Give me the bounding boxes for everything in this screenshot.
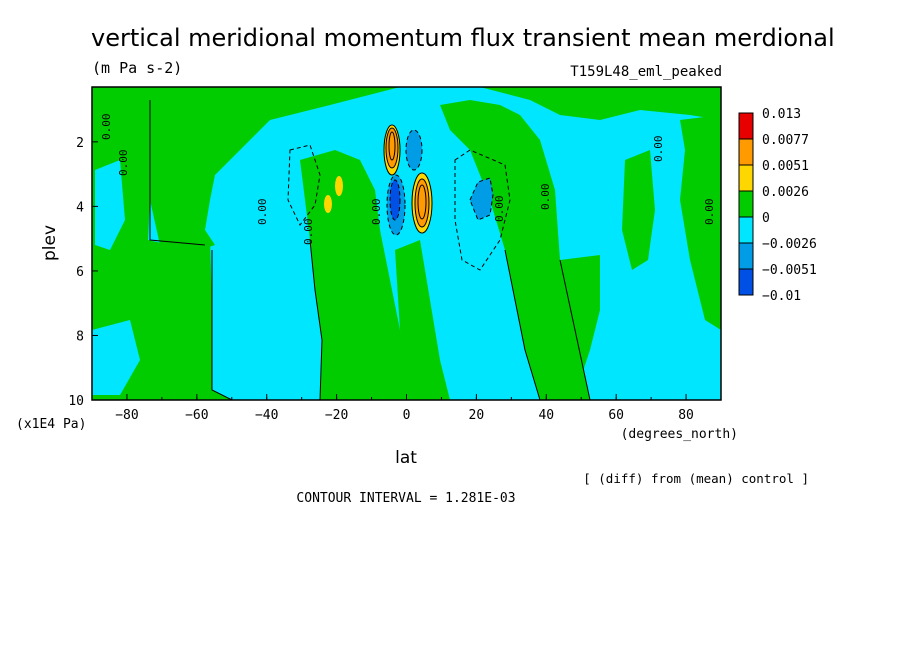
x-axis-label: lat [395, 448, 417, 468]
contour-pos-south-2 [385, 127, 399, 169]
legend-label: 0.0077 [762, 133, 809, 148]
contour-lines [149, 100, 591, 400]
contour-fills [92, 87, 721, 400]
green-region-north-top [480, 87, 721, 120]
x-tick-label: 20 [469, 408, 485, 423]
y-tick-label: 8 [76, 329, 84, 344]
green-region-far-north [680, 115, 721, 330]
contour-pos-north-3 [417, 184, 427, 220]
x-axis-units: (degrees_north) [621, 427, 738, 442]
x-tick-label: −40 [255, 408, 278, 423]
zero-label: 0.00 [370, 199, 383, 226]
diff-note: [ (diff) from (mean) control ] [583, 471, 809, 486]
zero-label: 0.00 [652, 136, 665, 163]
x-tick-label: −80 [115, 408, 138, 423]
darkblue-region-equator [390, 180, 400, 220]
cyan-patch-south-low [92, 320, 140, 395]
x-tick-label: −60 [185, 408, 208, 423]
contour-neg-equator-1 [386, 174, 406, 236]
contour-zero-southern-tropics [309, 239, 323, 400]
zero-label: 0.00 [100, 114, 113, 141]
green-region-northern-tropics [440, 100, 590, 400]
contour-pos-south-3 [388, 131, 396, 161]
y-axis: 2 4 6 8 10 [68, 136, 98, 409]
contour-neg-broad-north [454, 149, 511, 271]
legend-swatch [738, 216, 754, 244]
x-tick-label: 0 [403, 408, 411, 423]
contour-pos-south-1 [383, 124, 401, 176]
x-tick-label: 60 [608, 408, 624, 423]
contour-neg-equator-2 [389, 179, 401, 221]
blue-region-north-subtropics [470, 178, 493, 220]
zero-label: 0.00 [302, 219, 315, 246]
legend-swatch [738, 242, 754, 270]
contour-pos-north-1 [411, 172, 433, 234]
y-tick-label: 2 [76, 136, 84, 151]
legend-label: 0.013 [762, 107, 801, 122]
contour-zero-north [559, 259, 591, 400]
x-tick-label: 40 [538, 408, 554, 423]
color-legend: 0.013 0.0077 0.0051 0.0026 0 −0.0026 −0.0051 −0… [738, 107, 817, 304]
zero-label: 0.00 [256, 199, 269, 226]
contour-neg-subtropics [469, 177, 494, 221]
contour-pos-north-2 [414, 178, 430, 228]
yellow-region-south-b [324, 195, 332, 213]
legend-swatch [738, 268, 754, 296]
contour-neg-broad-south [287, 144, 321, 226]
y-tick-label: 4 [76, 200, 84, 215]
legend-label: −0.0051 [762, 263, 817, 278]
x-axis: −80 −60 −40 −20 0 20 40 60 80 [91, 394, 722, 423]
run-label: T159L48_eml_peaked [570, 64, 722, 80]
legend-swatch [738, 138, 754, 166]
contour-interval: CONTOUR INTERVAL = 1.281E-03 [296, 491, 515, 506]
legend-swatch [738, 190, 754, 218]
green-region-north-mid [622, 150, 655, 270]
green-region-south-upper [92, 87, 400, 250]
plot-area: 0.00 0.00 0.00 0.00 0.00 0.00 0.00 0.00 … [91, 86, 722, 401]
contour-neg-north-eq [405, 129, 423, 171]
contour-zero-northern-tropics [504, 249, 541, 400]
legend-label: −0.0026 [762, 237, 817, 252]
contour-zero-south [211, 250, 233, 400]
legend-swatch [738, 112, 754, 140]
y-axis-units: (x1E4 Pa) [16, 417, 86, 432]
legend-label: 0 [762, 211, 770, 226]
green-region-north-lower [560, 255, 600, 380]
zero-label: 0.00 [539, 184, 552, 211]
negative-contours [287, 129, 511, 271]
blue-region-equator-north [406, 130, 422, 170]
y-tick-label: 10 [68, 394, 84, 409]
y-tick-label: 6 [76, 265, 84, 280]
chart-title: vertical meridional momentum flux transi… [91, 24, 835, 52]
legend-swatch [738, 164, 754, 192]
chart-subtitle: (m Pa s-2) [92, 59, 182, 77]
legend-label: 0.0051 [762, 159, 809, 174]
y-axis-label: plev [40, 225, 60, 261]
x-tick-label: 80 [678, 408, 694, 423]
legend-label: 0.0026 [762, 185, 809, 200]
contour-zero-south-upper [149, 100, 206, 246]
cyan-patch-south-mid [95, 160, 125, 250]
zero-label: 0.00 [117, 150, 130, 177]
x-tick-label: −20 [325, 408, 348, 423]
zero-label: 0.00 [493, 196, 506, 223]
yellow-region-south-a [335, 176, 343, 196]
zero-labels: 0.00 0.00 0.00 0.00 0.00 0.00 0.00 0.00 … [100, 114, 716, 246]
legend-label: −0.01 [762, 289, 801, 304]
zero-label: 0.00 [703, 199, 716, 226]
green-region-equator [395, 240, 450, 400]
